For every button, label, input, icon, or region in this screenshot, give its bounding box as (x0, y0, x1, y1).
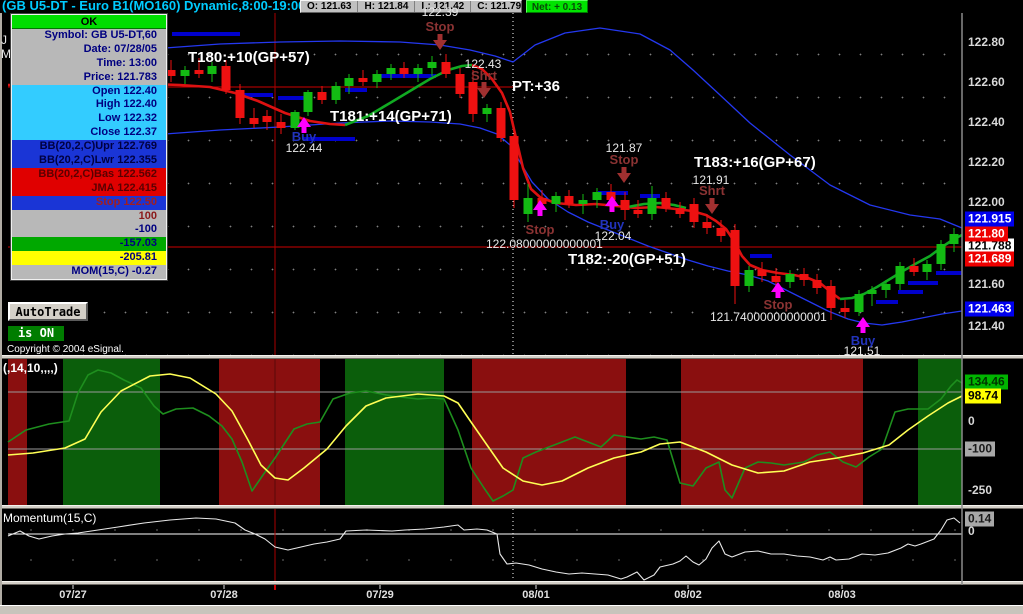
chart-title: (GB U5-DT - Euro B1(MO160) Dynamic,8:00-… (2, 0, 306, 13)
axis-price-badge: 121.689 (965, 251, 1015, 267)
ohlc-readout: O: 121.63 H: 121.84 L: 121.42 C: 121.79 (300, 0, 522, 13)
data-window-row: Date: 07/28/05 (12, 42, 166, 57)
axis-price-badge: 121.915 (965, 211, 1015, 227)
panel-separator[interactable] (0, 505, 1023, 509)
chart-header-bar: (GB U5-DT - Euro B1(MO160) Dynamic,8:00-… (0, 0, 1023, 13)
data-window-row: BB(20,2,C)Lwr 122.355 (12, 154, 166, 168)
data-window-row: Symbol: GB U5-DT,60 (12, 29, 166, 43)
data-window-row: Stop 122.50 (12, 195, 166, 210)
axis-label: 122.20 (968, 155, 1005, 169)
ohlc-item: H: 121.84 (357, 1, 414, 12)
x-axis-label: 07/27 (59, 589, 87, 601)
axis-label: 0 (968, 524, 975, 538)
axis-price-badge: 121.463 (965, 301, 1015, 317)
data-window-row: Time: 13:00 (12, 56, 166, 71)
data-window-row: MOM(15,C) -0.27 (12, 265, 166, 280)
data-window-row: High 122.40 (12, 98, 166, 113)
x-axis-label: 07/28 (210, 589, 238, 601)
ohlc-item: C: 121.79 (470, 1, 527, 12)
x-axis-label: 08/02 (674, 589, 702, 601)
data-window-row: -100 (12, 223, 166, 238)
net-change-badge: Net: + 0.13 (526, 0, 588, 13)
x-axis: 07/27 07/28 07/29 08/01 08/02 08/03 (0, 585, 1023, 605)
axis-label: 122.00 (968, 195, 1005, 209)
data-window-row: BB(20,2,C)Bas 122.562 (12, 167, 166, 182)
window-left-border (0, 13, 2, 605)
axis-label: 0 (968, 414, 975, 428)
autotrade-button[interactable]: AutoTrade (8, 302, 88, 321)
momentum-panel[interactable] (0, 509, 962, 581)
copyright-text: Copyright © 2004 eSignal. (7, 344, 124, 355)
panel-separator[interactable] (0, 355, 1023, 359)
axis-price-badge: 121.788 (965, 238, 1015, 254)
axis-price-badge: 0.14 (965, 511, 995, 527)
axis-label: 122.80 (968, 35, 1005, 49)
data-window-row: -205.81 (12, 251, 166, 266)
axis-label: 121.60 (968, 277, 1005, 291)
axis-label: 121.40 (968, 319, 1005, 333)
data-window-row: Price: 121.783 (12, 70, 166, 85)
axis-price-badge: 98.74 (965, 388, 1002, 404)
axis-price-badge: 121.80 (965, 226, 1008, 242)
price-axis: 122.80 122.60 122.40 122.20 122.00 121.60 121.… (962, 0, 1023, 605)
axis-label: 122.60 (968, 75, 1005, 89)
momentum-label: Momentum(15,C) (3, 511, 97, 525)
x-axis-label: 07/29 (366, 589, 394, 601)
data-window: OK Symbol: GB U5-DT,60 Date: 07/28/05 Time… (10, 12, 168, 282)
axis-label: 122.40 (968, 115, 1005, 129)
data-window-row: Low 122.32 (12, 112, 166, 127)
data-window-row: BB(20,2,C)Upr 122.769 (12, 140, 166, 155)
axis-label: -250 (968, 483, 993, 497)
window-bottom-border (0, 605, 1023, 614)
oscillator-panel[interactable] (0, 359, 962, 505)
data-window-row: Open 122.40 (12, 84, 166, 99)
data-window-row: -157.03 (12, 237, 166, 252)
data-window-row: JMA 122.415 (12, 181, 166, 196)
data-window-row: Close 122.37 (12, 126, 166, 141)
data-window-rows: Symbol: GB U5-DT,60 Date: 07/28/05 Time: 1… (12, 29, 166, 280)
x-axis-label: 08/03 (828, 589, 856, 601)
axis-price-badge: 134.46 (965, 374, 1008, 390)
x-axis-label: 08/01 (522, 589, 550, 601)
panel-separator (0, 581, 1023, 585)
ohlc-item: O: 121.63 (307, 1, 352, 12)
oscillator-label: (,14,10,,,,) (3, 361, 58, 375)
axis-price-badge: -100 (965, 441, 996, 457)
autotrade-status-badge: is ON (8, 326, 64, 341)
ohlc-item: L: 121.42 (414, 1, 470, 12)
data-window-header[interactable]: OK (12, 15, 166, 29)
data-window-row: 100 (12, 209, 166, 224)
